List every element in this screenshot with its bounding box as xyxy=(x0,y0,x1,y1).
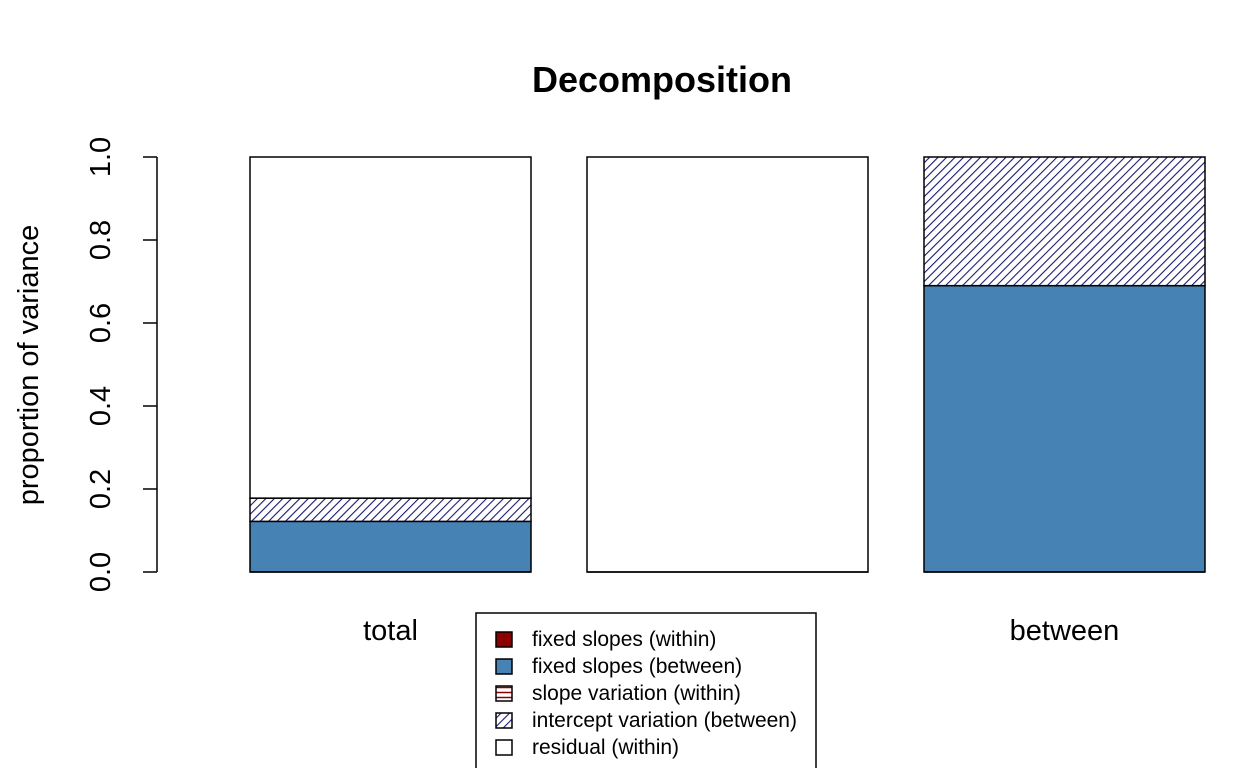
y-tick-label: 0.2 xyxy=(85,469,117,509)
y-axis: 0.0 0.2 0.4 0.6 0.8 1.0 xyxy=(85,137,158,592)
bars xyxy=(249,156,1206,573)
legend-entry-label: residual (within) xyxy=(532,736,679,759)
y-tick-label: 0.8 xyxy=(85,220,117,260)
legend-box xyxy=(475,612,817,768)
bar-segment xyxy=(923,284,1206,573)
bar-segment xyxy=(249,520,532,573)
legend-entry-label: slope variation (within) xyxy=(532,682,741,705)
bar-segment xyxy=(923,156,1206,287)
legend-entry-label: intercept variation (between) xyxy=(532,709,797,732)
legend-swatch xyxy=(495,739,513,756)
y-axis-label: proportion of variance xyxy=(13,225,45,506)
bar-segment xyxy=(249,156,532,499)
legend-entry-label: fixed slopes (within) xyxy=(532,628,716,651)
x-category-label: between xyxy=(1010,615,1120,647)
legend-entry-label: fixed slopes (between) xyxy=(532,655,742,678)
bar-segment xyxy=(249,497,532,523)
y-tick-label: 0.6 xyxy=(85,303,117,343)
legend-swatch xyxy=(495,658,513,675)
legend-swatch xyxy=(495,631,513,648)
bar-segment xyxy=(586,156,869,573)
y-tick-label: 0.0 xyxy=(85,552,117,592)
bar-stack-total xyxy=(249,156,532,573)
legend: fixed slopes (within) fixed slopes (betwe… xyxy=(475,612,817,768)
y-tick-label: 1.0 xyxy=(85,137,117,177)
x-category-label: total xyxy=(363,615,418,647)
bar-stack-between xyxy=(923,156,1206,573)
chart-title: Decomposition xyxy=(532,59,792,100)
legend-swatch xyxy=(495,712,513,729)
y-tick-label: 0.4 xyxy=(85,386,117,426)
category-labels: total between xyxy=(363,615,1119,647)
bar-stack-bar-1 xyxy=(586,156,869,573)
legend-swatch xyxy=(495,685,513,702)
